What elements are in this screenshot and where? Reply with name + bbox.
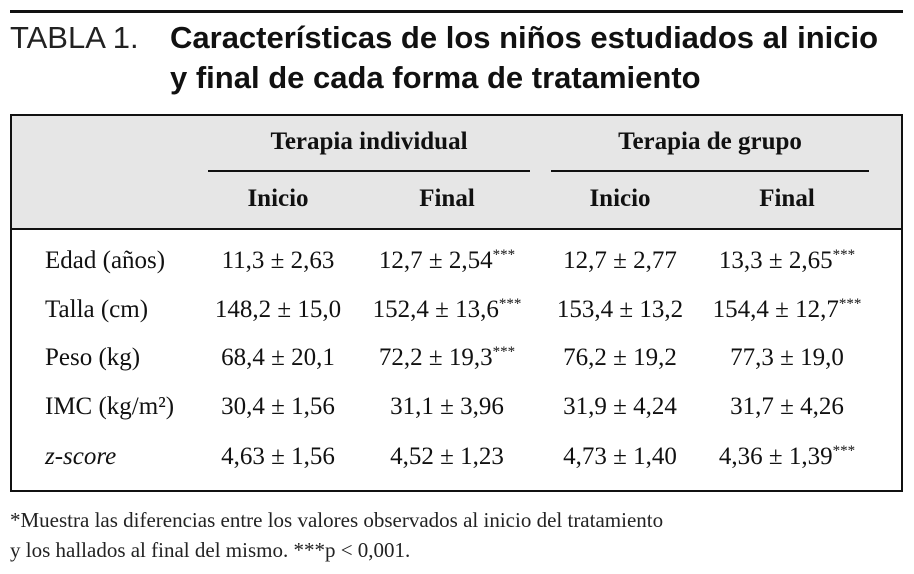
cell-value: 12,7 ± 2,54 xyxy=(378,247,493,274)
cell: 154,4 ± 12,7*** xyxy=(697,296,877,324)
cell: 148,2 ± 15,0 xyxy=(188,296,368,324)
cell: 4,73 ± 1,40 xyxy=(530,443,710,471)
significance: *** xyxy=(832,247,856,263)
cell: 4,63 ± 1,56 xyxy=(188,443,368,471)
cell: 31,1 ± 3,96 xyxy=(357,393,537,421)
cell: 76,2 ± 19,2 xyxy=(530,344,710,372)
cell-value: 4,63 ± 1,56 xyxy=(221,443,335,470)
group-rule xyxy=(551,170,869,172)
cell-value: 76,2 ± 19,2 xyxy=(563,344,677,371)
cell-value: 13,3 ± 2,65 xyxy=(718,247,833,274)
cell-value: 72,2 ± 19,3 xyxy=(378,344,493,371)
cell: 30,4 ± 1,56 xyxy=(188,393,368,421)
cell-value: 12,7 ± 2,77 xyxy=(563,247,677,274)
cell: 77,3 ± 19,0 xyxy=(697,344,877,372)
row-label: Peso (kg) xyxy=(45,344,141,371)
significance: *** xyxy=(492,344,516,360)
cell: 4,52 ± 1,23 xyxy=(357,443,537,471)
title: Características de los niños estudiados … xyxy=(170,20,879,55)
sub-header: Inicio xyxy=(247,185,309,212)
sub-header: Final xyxy=(419,185,475,212)
cell-value: 153,4 ± 13,2 xyxy=(556,296,684,323)
row-label: IMC (kg/m²) xyxy=(45,393,175,420)
cell-value: 31,1 ± 3,96 xyxy=(390,393,504,420)
row-label: Talla (cm) xyxy=(45,296,149,323)
table-header-bg xyxy=(12,116,901,230)
group-rule xyxy=(208,170,530,172)
cell: 152,4 ± 13,6*** xyxy=(357,296,537,324)
sub-header: Inicio xyxy=(589,185,651,212)
cell-value: 11,3 ± 2,63 xyxy=(221,247,335,274)
significance: *** xyxy=(498,296,522,312)
group-header: Terapia individual xyxy=(270,128,468,155)
cell-value: 4,52 ± 1,23 xyxy=(390,443,504,470)
cell: 4,36 ± 1,39*** xyxy=(697,443,877,471)
cell: 12,7 ± 2,54*** xyxy=(357,247,537,275)
group-header: Terapia de grupo xyxy=(618,128,802,155)
cell-value: 31,7 ± 4,26 xyxy=(730,393,844,420)
cell-value: 148,2 ± 15,0 xyxy=(214,296,342,323)
row-label: Edad (años) xyxy=(45,247,166,274)
significance: *** xyxy=(832,443,856,459)
cell-value: 77,3 ± 19,0 xyxy=(730,344,844,371)
cell-value: 31,9 ± 4,24 xyxy=(563,393,677,420)
table-number: TABLA 1. xyxy=(10,20,139,55)
cell: 12,7 ± 2,77 xyxy=(530,247,710,275)
cell-value: 152,4 ± 13,6 xyxy=(372,296,499,323)
cell-value: 30,4 ± 1,56 xyxy=(221,393,335,420)
cell: 13,3 ± 2,65*** xyxy=(697,247,877,275)
cell: 31,7 ± 4,26 xyxy=(697,393,877,421)
cell-value: 4,36 ± 1,39 xyxy=(718,443,833,470)
footnote: *Muestra las diferencias entre los valor… xyxy=(10,508,664,532)
significance: *** xyxy=(492,247,516,263)
title: y final de cada forma de tratamiento xyxy=(170,60,701,95)
top-rule xyxy=(10,10,903,13)
significance: *** xyxy=(838,296,862,312)
cell-value: 154,4 ± 12,7 xyxy=(712,296,839,323)
cell: 31,9 ± 4,24 xyxy=(530,393,710,421)
footnote: y los hallados al final del mismo. ***p … xyxy=(10,538,411,562)
cell-value: 68,4 ± 20,1 xyxy=(221,344,335,371)
row-label: z-score xyxy=(45,443,117,470)
sub-header: Final xyxy=(759,185,815,212)
cell: 68,4 ± 20,1 xyxy=(188,344,368,372)
cell: 72,2 ± 19,3*** xyxy=(357,344,537,372)
cell-value: 4,73 ± 1,40 xyxy=(563,443,677,470)
cell: 11,3 ± 2,63 xyxy=(188,247,368,275)
cell: 153,4 ± 13,2 xyxy=(530,296,710,324)
